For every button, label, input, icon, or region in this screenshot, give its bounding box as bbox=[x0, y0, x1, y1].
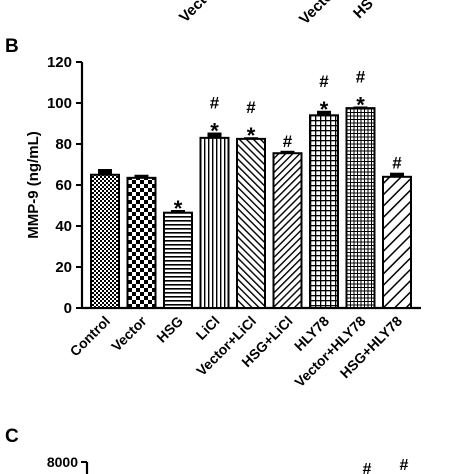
x-tick-label: Control bbox=[67, 313, 114, 360]
panel-c-y-tick-label: 8000 bbox=[47, 454, 78, 470]
y-tick-label: 60 bbox=[55, 177, 72, 194]
bar bbox=[272, 152, 303, 309]
significance-mark: * bbox=[174, 196, 183, 221]
y-tick-label: 80 bbox=[55, 136, 72, 153]
x-tick-label: Vector bbox=[108, 312, 150, 354]
error-bar bbox=[98, 169, 112, 175]
significance-mark: # bbox=[246, 98, 256, 117]
significance-mark: * bbox=[247, 123, 256, 148]
error-bar bbox=[244, 137, 258, 140]
x-tick-label: LiCl bbox=[193, 313, 223, 343]
bar bbox=[163, 211, 193, 309]
y-tick-label: 120 bbox=[47, 54, 72, 71]
significance-mark: # bbox=[283, 132, 293, 151]
error-bar bbox=[390, 172, 404, 177]
bar bbox=[199, 136, 230, 309]
error-bar bbox=[207, 132, 222, 138]
panel-c-significance-mark: # bbox=[400, 457, 409, 474]
y-tick-label: 100 bbox=[47, 95, 72, 112]
y-tick-label: 40 bbox=[55, 218, 72, 235]
error-bar bbox=[280, 150, 295, 154]
x-tick-label: HSG bbox=[153, 313, 186, 346]
bar bbox=[236, 137, 266, 309]
error-bar bbox=[317, 110, 331, 116]
significance-mark: # bbox=[356, 67, 366, 86]
significance-mark: # bbox=[210, 94, 220, 113]
bar bbox=[309, 114, 339, 309]
significance-mark: # bbox=[319, 72, 329, 91]
bar bbox=[90, 173, 120, 309]
y-axis-title: MMP-9 (ng/mL) bbox=[25, 131, 42, 238]
y-tick-label: 20 bbox=[55, 259, 72, 276]
panel-letter-c: C bbox=[5, 426, 19, 447]
error-bar bbox=[171, 210, 185, 213]
bar bbox=[126, 176, 157, 309]
bar bbox=[382, 175, 412, 309]
significance-mark: * bbox=[210, 119, 219, 144]
y-tick-label: 0 bbox=[64, 300, 72, 317]
significance-mark: * bbox=[356, 92, 365, 117]
bar bbox=[345, 107, 376, 309]
significance-mark: # bbox=[392, 154, 402, 173]
panel-c-significance-mark: # bbox=[363, 461, 372, 474]
panel-letter-b: B bbox=[5, 36, 19, 57]
error-bar bbox=[353, 106, 368, 109]
error-bar bbox=[134, 174, 149, 178]
significance-mark: * bbox=[320, 97, 329, 122]
